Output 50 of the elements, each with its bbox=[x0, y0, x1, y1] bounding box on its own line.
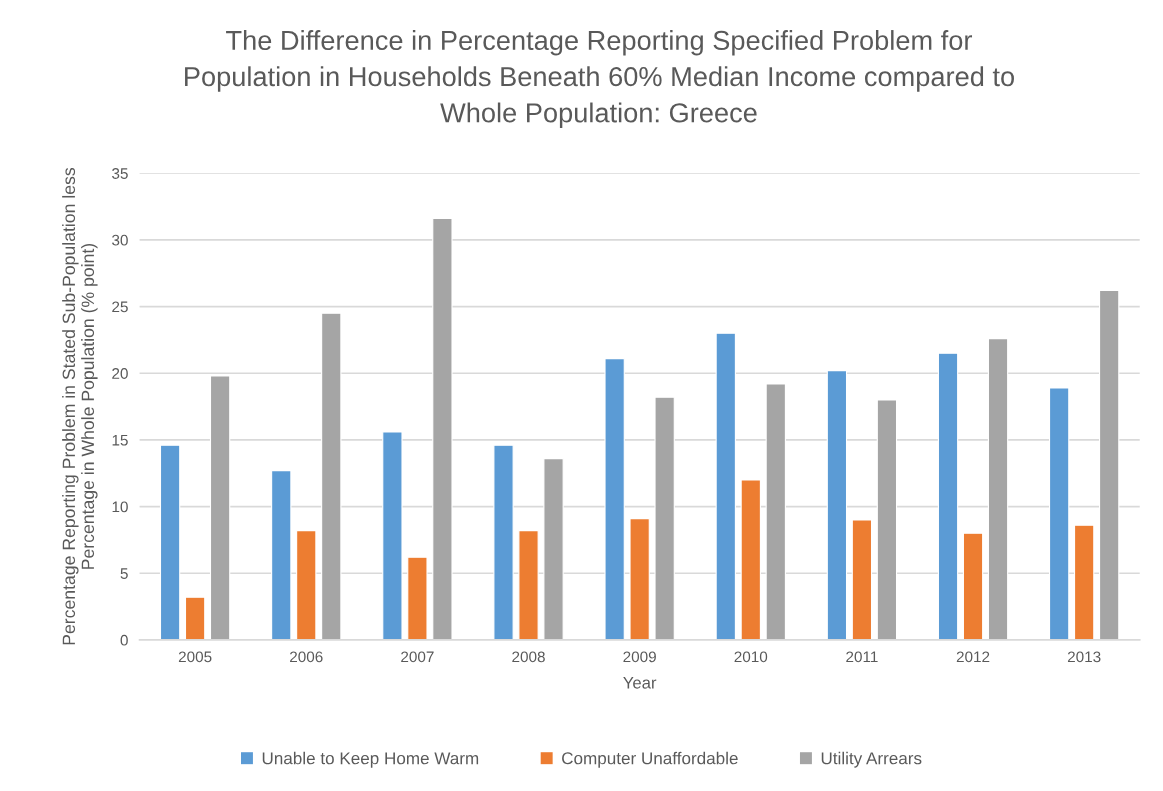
bar bbox=[1048, 387, 1070, 640]
bar bbox=[962, 532, 984, 640]
x-tick-label: 2010 bbox=[734, 651, 768, 663]
legend-label: Unable to Keep Home Warm bbox=[262, 751, 479, 768]
bar bbox=[209, 375, 231, 640]
legend-label: Utility Arrears bbox=[821, 751, 922, 768]
x-tick-label: 2006 bbox=[290, 651, 323, 663]
bar bbox=[407, 556, 428, 640]
x-tick-label: 2009 bbox=[623, 651, 656, 663]
y-tick-label: 10 bbox=[112, 501, 128, 513]
bar bbox=[184, 596, 206, 640]
bar bbox=[765, 383, 786, 640]
x-tick-label: 2011 bbox=[846, 651, 878, 663]
y-tick-label: 5 bbox=[120, 568, 128, 579]
bar bbox=[271, 470, 292, 640]
bar bbox=[432, 218, 453, 640]
bar bbox=[518, 530, 539, 640]
bar bbox=[715, 332, 736, 640]
x-tick-label: 2012 bbox=[956, 651, 990, 663]
bar bbox=[493, 444, 514, 640]
y-tick-label: 30 bbox=[112, 234, 128, 246]
bar bbox=[159, 444, 181, 640]
chart-title: The Difference in Percentage Reporting Specified Problem for Population in Households Beneath 60% Median Income compared to Whole Population: Greece bbox=[185, 30, 1014, 128]
bar bbox=[1073, 524, 1095, 640]
bar bbox=[937, 352, 959, 640]
bar bbox=[654, 396, 675, 640]
bar bbox=[629, 518, 650, 640]
bar bbox=[826, 370, 848, 640]
x-tick-label: 2013 bbox=[1067, 651, 1101, 663]
x-tick-label: 2007 bbox=[401, 651, 434, 663]
y-tick-label: 20 bbox=[112, 368, 128, 379]
bar bbox=[604, 358, 625, 640]
y-tick-label: 35 bbox=[112, 168, 128, 179]
bar bbox=[543, 458, 564, 640]
bar bbox=[1098, 290, 1120, 640]
bar bbox=[382, 431, 403, 640]
y-axis-title: Percentage Reporting Problem in Stated Sub-Population less Percentage in Whole Population (% point) bbox=[62, 167, 98, 645]
legend-label: Computer Unaffordable bbox=[562, 751, 738, 768]
x-tick-label: 2005 bbox=[178, 651, 212, 663]
y-tick-label: 0 bbox=[120, 634, 128, 646]
x-tick-label: 2008 bbox=[512, 651, 545, 663]
bar bbox=[987, 338, 1009, 640]
x-axis-title: Year bbox=[623, 676, 657, 689]
bar bbox=[296, 530, 317, 640]
y-tick-label: 15 bbox=[112, 434, 128, 446]
bar bbox=[740, 479, 761, 640]
bar bbox=[321, 312, 342, 640]
bar bbox=[851, 519, 873, 640]
y-tick-label: 25 bbox=[112, 301, 128, 313]
bar bbox=[876, 399, 898, 640]
